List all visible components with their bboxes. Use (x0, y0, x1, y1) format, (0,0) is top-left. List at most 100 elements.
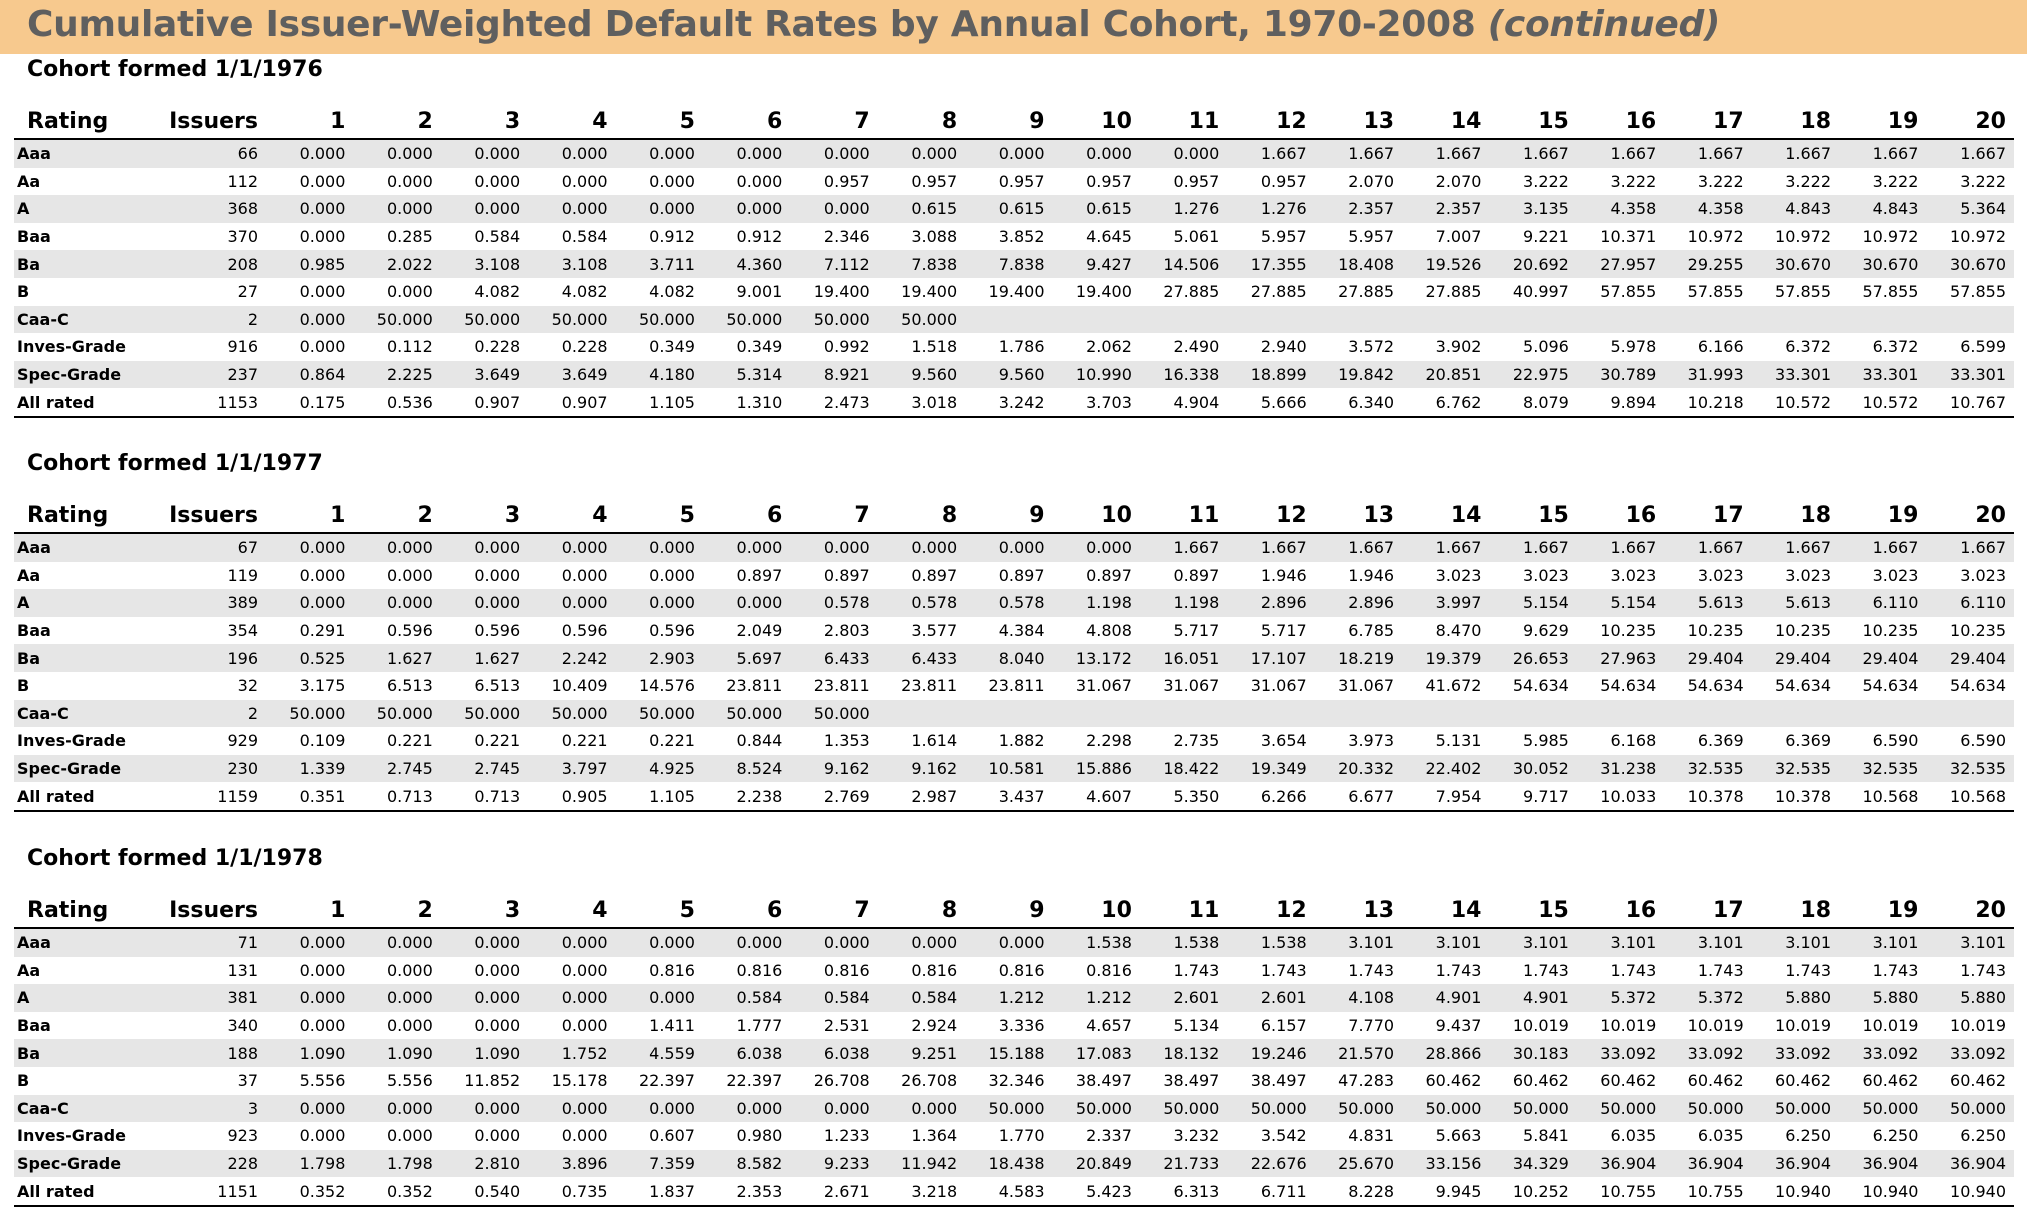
rate-cell: 10.940 (1926, 1177, 2014, 1207)
rate-cell: 17.107 (1227, 644, 1315, 672)
table-row: Baa 340 0.000 0.000 0.000 0.000 1.411 1.777 2.53… (14, 1012, 2014, 1040)
rate-cell: 10.019 (1687, 1016, 1744, 1036)
rate-cell: 0.000 (702, 195, 791, 223)
rate-cell: 1.198 (1052, 589, 1140, 617)
rate-cell: 33.092 (1839, 1039, 1927, 1067)
rate-cell: 1.743 (1872, 960, 1919, 980)
rate-cell: 4.831 (1348, 1126, 1395, 1146)
rate-cell: 10.235 (1862, 621, 1919, 641)
issuers-cell: 37 (237, 1071, 258, 1091)
rate-cell: 2.745 (353, 754, 441, 783)
rating-cell: Spec-Grade (14, 754, 126, 783)
column-header-year: 6 (702, 104, 791, 140)
rate-cell: 54.634 (1512, 676, 1569, 696)
rate-cell: 1.743 (1610, 960, 1657, 980)
rate-cell: 0.816 (998, 960, 1045, 980)
rate-cell: 5.613 (1664, 589, 1752, 617)
rate-cell: 30.670 (1926, 250, 2014, 278)
rate-cell: 3.101 (1489, 928, 1577, 957)
rate-cell: 33.092 (1664, 1039, 1752, 1067)
rate-cell: 5.061 (1173, 227, 1220, 247)
rate-cell: 1.667 (1489, 139, 1577, 168)
rate-cell: 6.433 (877, 644, 966, 672)
rate-cell: 33.301 (1926, 360, 2014, 389)
rating-cell: A (14, 984, 126, 1012)
rate-cell: 33.301 (1839, 360, 1927, 389)
rate-cell: 1.667 (1576, 139, 1665, 168)
rate-cell: 3.101 (1926, 928, 2014, 957)
column-header-year: 7 (790, 104, 878, 140)
rate-cell: 0.000 (702, 589, 791, 617)
rate-cell (965, 699, 1053, 728)
rate-cell: 3.437 (965, 782, 1053, 812)
rate-cell: 0.000 (299, 1016, 346, 1036)
rate-cell: 10.019 (1862, 1016, 1919, 1036)
rate-cell: 1.667 (1402, 533, 1490, 562)
rate-cell: 1.105 (615, 388, 703, 418)
rate-cell: 19.246 (1227, 1039, 1315, 1067)
rate-cell: 5.841 (1523, 1126, 1569, 1146)
rate-cell: 6.711 (1227, 1177, 1315, 1207)
rate-cell: 3.175 (299, 676, 346, 696)
rate-cell: 10.409 (551, 676, 608, 696)
issuers-cell: 381 (126, 984, 266, 1012)
rate-cell: 0.897 (1173, 565, 1220, 585)
rate-cell (1402, 699, 1490, 728)
rate-cell: 50.000 (440, 699, 529, 728)
rate-cell: 50.000 (1489, 1094, 1577, 1123)
rate-cell: 1.667 (1227, 139, 1315, 168)
column-header-year: 19 (1839, 104, 1927, 140)
rate-cell: 6.157 (1260, 1016, 1307, 1036)
column-header-rating: Rating (14, 893, 126, 929)
rate-cell (1576, 305, 1665, 334)
rate-cell: 1.667 (1489, 533, 1577, 562)
column-header-year: 6 (702, 498, 791, 534)
column-header-year: 18 (1751, 893, 1840, 929)
rate-cell: 2.357 (1402, 195, 1490, 223)
rate-cell: 60.462 (1512, 1071, 1569, 1091)
cohort-table: Rating Issuers 1 2 3 4 5 6 7 8 9 10 11 12 13 14 15 16 17 18… (14, 893, 2014, 1207)
rate-cell: 50.000 (615, 699, 703, 728)
rate-cell: 10.218 (1664, 388, 1752, 418)
column-header-year: 14 (1402, 104, 1490, 140)
rate-cell: 8.921 (790, 360, 878, 389)
table-row: Inves-Grade 929 0.109 0.221 0.221 0.221 0.221 0… (14, 727, 2014, 755)
rate-cell: 0.000 (440, 589, 529, 617)
rate-cell: 6.590 (1960, 731, 2006, 751)
column-header-year: 19 (1839, 893, 1927, 929)
rate-cell: 6.590 (1872, 731, 1919, 751)
rate-cell: 0.000 (386, 282, 433, 302)
rate-cell: 0.897 (823, 565, 870, 585)
rate-cell: 1.364 (911, 1126, 958, 1146)
rate-cell: 3.101 (1314, 928, 1403, 957)
rate-cell: 9.233 (790, 1149, 878, 1178)
rate-cell: 0.957 (823, 171, 870, 191)
rate-cell: 29.404 (1926, 644, 2014, 672)
rate-cell: 4.360 (702, 250, 791, 278)
rate-cell: 0.000 (386, 171, 433, 191)
rate-cell: 10.972 (1862, 227, 1919, 247)
rate-cell: 0.000 (528, 195, 616, 223)
issuers-cell: 354 (227, 621, 258, 641)
header-row: Rating Issuers 1 2 3 4 5 6 7 8 9 10 11 12 13 14 15 16 17 18… (14, 893, 2014, 929)
rate-cell: 20.851 (1402, 360, 1490, 389)
column-header-year: 11 (1139, 498, 1228, 534)
rate-cell: 16.338 (1139, 360, 1228, 389)
rate-cell: 25.670 (1314, 1149, 1403, 1178)
rate-cell: 30.789 (1576, 360, 1665, 389)
rating-cell: Ba (14, 644, 126, 672)
rate-cell: 0.985 (266, 250, 354, 278)
rate-cell: 6.599 (1960, 337, 2006, 357)
rate-cell: 3.023 (1785, 565, 1832, 585)
rating-cell: B (17, 1071, 30, 1091)
rate-cell: 1.339 (266, 754, 354, 783)
rate-cell: 10.940 (1751, 1177, 1840, 1207)
rate-cell: 0.912 (736, 227, 783, 247)
rate-cell: 0.291 (299, 621, 346, 641)
rate-cell: 30.670 (1751, 250, 1840, 278)
rate-cell: 5.350 (1139, 782, 1228, 812)
rate-cell: 3.218 (877, 1177, 966, 1207)
rate-cell: 0.000 (353, 928, 441, 957)
rating-cell: Inves-Grade (17, 731, 126, 751)
rate-cell: 21.733 (1139, 1149, 1228, 1178)
